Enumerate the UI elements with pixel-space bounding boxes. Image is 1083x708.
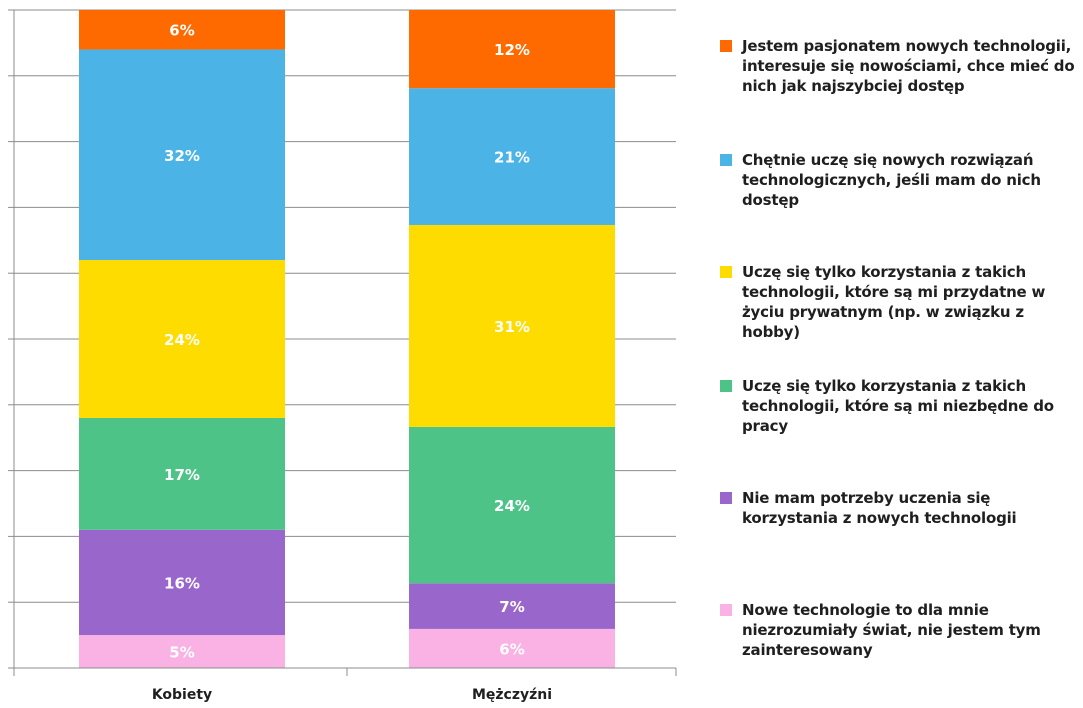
data-label: 31% [494,318,530,336]
x-tick-label: Mężczyźni [472,687,552,703]
legend-swatch [720,380,732,392]
bar-segment [409,583,615,629]
legend-swatch [720,154,732,166]
data-label: 16% [164,574,200,592]
legend-label: Jestem pasjonatem nowych technologii, in… [742,37,1075,95]
bar-segment [409,88,615,225]
data-label: 6% [169,22,194,40]
bar-segment [79,260,285,418]
legend-label: Uczę się tylko korzystania z takich tech… [742,377,1054,435]
legend-label: Chętnie uczę się nowych rozwiązań techno… [742,151,1041,209]
chart-plot: 5% 16% 17% 24% 32% 6% Kobiety 6% 7% 24% 31% 21% 12% M… [8,9,677,703]
data-label: 21% [494,149,530,167]
bar-segment [79,529,285,636]
legend-item: Chętnie uczę się nowych rozwiązań techno… [720,150,1080,210]
bar-segment [409,426,615,584]
legend-label: Nowe technologie to dla mnie niezrozumia… [742,601,1041,659]
legend-label: Nie mam potrzeby uczenia się korzystania… [742,489,1017,527]
bar-segment [79,10,285,50]
legend-swatch [720,492,732,504]
legend-item: Jestem pasjonatem nowych technologii, in… [720,36,1080,96]
legend-swatch [720,40,732,52]
data-label: 24% [494,497,530,515]
bar-segment [79,635,285,668]
bar-segment [409,628,615,668]
x-tick-label: Kobiety [152,687,212,703]
legend-swatch [720,266,732,278]
data-label: 5% [169,644,194,662]
legend-item: Nie mam potrzeby uczenia się korzystania… [720,488,1080,528]
legend-item: Nowe technologie to dla mnie niezrozumia… [720,600,1080,660]
bar-segment [79,49,285,261]
legend-swatch [720,604,732,616]
chart-legend: Jestem pasjonatem nowych technologii, in… [720,0,1083,704]
data-label: 7% [499,598,524,616]
legend-label: Uczę się tylko korzystania z takich tech… [742,263,1046,341]
bar-segment [409,10,615,89]
bar-segment [79,417,285,530]
legend-item: Uczę się tylko korzystania z takich tech… [720,262,1080,342]
data-label: 32% [164,147,200,165]
data-label: 6% [499,640,524,658]
legend-item: Uczę się tylko korzystania z takich tech… [720,376,1080,436]
data-label: 12% [494,41,530,59]
data-label: 17% [164,466,200,484]
bar-segment [409,224,615,427]
data-label: 24% [164,331,200,349]
